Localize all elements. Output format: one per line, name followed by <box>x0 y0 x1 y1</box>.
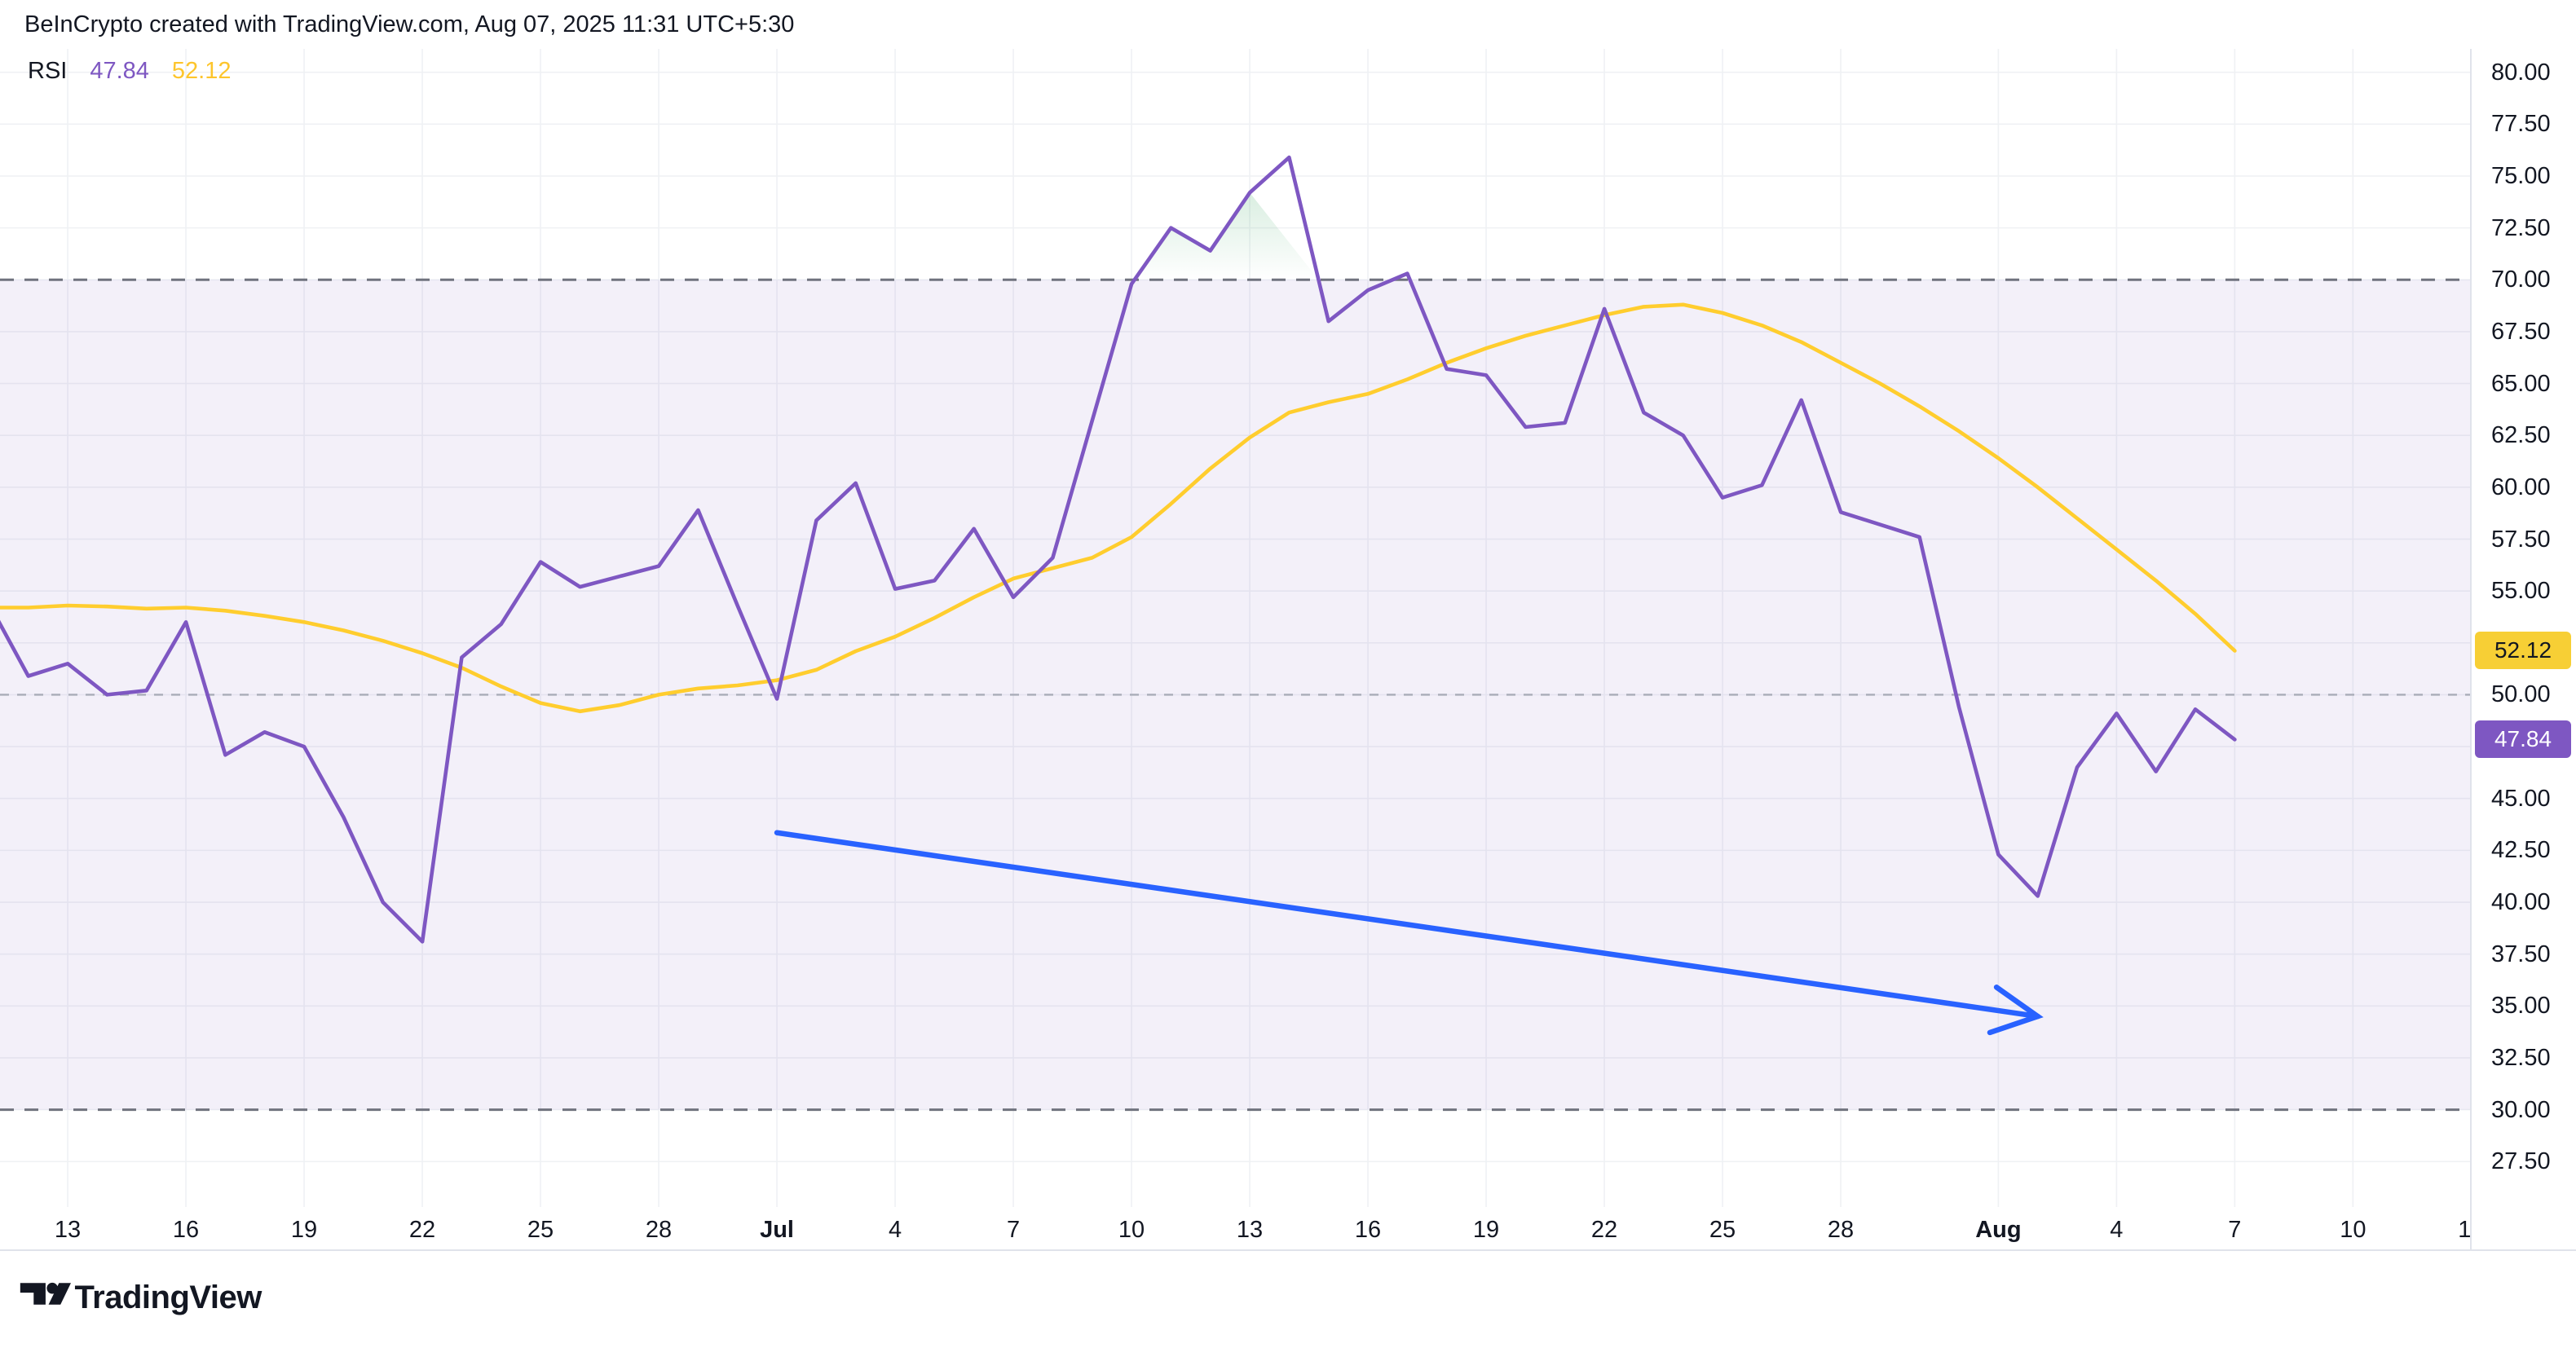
time-axis-label: 19 <box>1472 1217 1500 1243</box>
price-axis-label: 37.50 <box>2491 941 2551 967</box>
time-axis-label: 16 <box>172 1217 200 1243</box>
price-axis-label: 62.50 <box>2491 422 2551 449</box>
chart-bottom-separator <box>0 1249 2576 1251</box>
price-axis-label: 80.00 <box>2491 59 2551 86</box>
time-axis-label: 13 <box>2458 1217 2470 1243</box>
price-axis-label: 42.50 <box>2491 837 2551 864</box>
ma-line[interactable] <box>0 302 2237 714</box>
time-axis-label: 16 <box>1354 1217 1382 1243</box>
price-axis-label: 72.50 <box>2491 214 2551 241</box>
price-axis-label: 30.00 <box>2491 1096 2551 1123</box>
tradingview-logo-icon <box>20 1282 71 1305</box>
price-axis-label: 57.50 <box>2491 526 2551 553</box>
price-axis-label: 55.00 <box>2491 578 2551 605</box>
time-axis-label: 4 <box>888 1217 902 1243</box>
time-axis-label: 19 <box>290 1217 318 1243</box>
time-axis-label: 13 <box>54 1217 82 1243</box>
time-axis-label: 28 <box>1827 1217 1855 1243</box>
rsi-value-badge: 47.84 <box>2475 720 2571 759</box>
trend-arrow-drawing[interactable] <box>774 830 2044 1036</box>
price-axis-label: 40.00 <box>2491 889 2551 916</box>
ma-current-value: 52.12 <box>171 58 232 84</box>
time-axis[interactable]: 13 16 19 22 25 28 Jul 4 7 10 13 16 19 22 25 28 Aug 4 7 10 13 <box>0 1207 2470 1249</box>
price-axis-label: 67.50 <box>2491 318 2551 345</box>
price-axis-label: 50.00 <box>2491 681 2551 708</box>
price-axis-label: 60.00 <box>2491 474 2551 500</box>
indicator-name: RSI <box>28 58 68 84</box>
time-axis-label: 28 <box>645 1217 673 1243</box>
price-axis-label: 77.50 <box>2491 111 2551 138</box>
time-axis-label: Aug <box>1975 1217 2022 1243</box>
price-axis-label: 27.50 <box>2491 1148 2551 1175</box>
time-axis-label: 4 <box>2110 1217 2124 1243</box>
rsi-current-value: 47.84 <box>90 58 149 84</box>
price-axis-label: 65.00 <box>2491 370 2551 397</box>
time-axis-label: 7 <box>1006 1217 1021 1243</box>
chart-attribution: BeInCrypto created with TradingView.com,… <box>24 11 795 37</box>
price-axis-label: 35.00 <box>2491 993 2551 1020</box>
time-axis-label: 22 <box>1590 1217 1618 1243</box>
indicator-legend[interactable]: RSI 47.84 52.12 <box>28 57 232 85</box>
time-axis-label: 25 <box>1709 1217 1736 1243</box>
price-axis-label: 45.00 <box>2491 785 2551 812</box>
time-axis-label: Jul <box>760 1217 794 1243</box>
price-axis-label: 32.50 <box>2491 1044 2551 1071</box>
rsi-line[interactable] <box>0 155 2237 944</box>
time-axis-label: 10 <box>1118 1217 1145 1243</box>
time-axis-label: 22 <box>408 1217 436 1243</box>
tradingview-logo[interactable]: TradingView <box>19 1280 262 1316</box>
price-axis-label: 70.00 <box>2491 267 2551 293</box>
tradingview-logo-text: TradingView <box>74 1280 262 1315</box>
overbought-fill <box>1134 192 1319 280</box>
ma-value-badge: 52.12 <box>2475 632 2571 670</box>
time-axis-label: 10 <box>2340 1217 2366 1243</box>
footer: TradingView <box>19 1280 262 1316</box>
time-axis-label: 13 <box>1236 1217 1264 1243</box>
time-axis-label: 7 <box>2228 1217 2242 1243</box>
price-axis-label: 75.00 <box>2491 162 2551 189</box>
time-axis-label: 25 <box>527 1217 554 1243</box>
